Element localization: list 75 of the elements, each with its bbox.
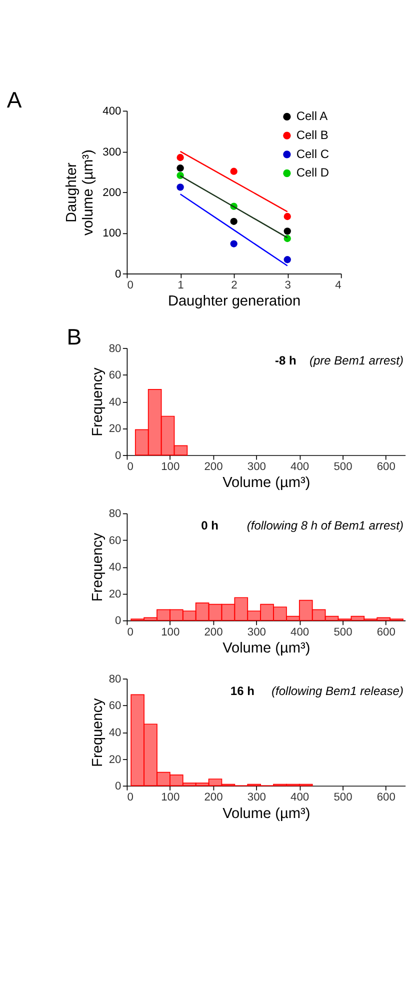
- y-tick-label: 40: [108, 396, 122, 408]
- x-tick-label: 500: [334, 461, 352, 474]
- x-tick-label: 0: [127, 279, 134, 292]
- point: [176, 164, 184, 172]
- x-tick-label: 1: [178, 279, 184, 292]
- y-axis-title: Frequency: [90, 366, 106, 436]
- chart-title: 0 h: [201, 518, 218, 533]
- x-tick-label: 500: [334, 792, 352, 804]
- x-tick-label: 0: [127, 626, 134, 638]
- point: [230, 218, 238, 225]
- x-tick-label: 400: [290, 792, 310, 804]
- y-tick-label: 80: [108, 508, 122, 520]
- y-tick-label: 40: [108, 727, 122, 740]
- y-axis-title: Daughter volume (µm³): [64, 150, 96, 236]
- point: [230, 168, 238, 175]
- chart-title: -8 h: [275, 353, 296, 368]
- x-axis-title: Daughter generation: [168, 294, 301, 310]
- y-tick-label: 60: [108, 370, 122, 382]
- point: [176, 184, 184, 191]
- y-tick-label: 80: [108, 342, 122, 355]
- x-tick-label: 0: [127, 792, 134, 804]
- y-tick-label: 300: [102, 146, 122, 158]
- legend-label: Cell B: [296, 128, 328, 142]
- y-tick-label: 60: [108, 534, 122, 547]
- y-tick-label: 0: [115, 450, 122, 462]
- x-tick-label: 600: [376, 461, 396, 474]
- point: [284, 212, 291, 220]
- x-tick-label: 400: [290, 461, 310, 474]
- chart-subtitle: (pre Bem1 arrest): [310, 353, 404, 368]
- x-axis-title: Volume (µm³): [222, 640, 310, 656]
- legend-label: Cell A: [296, 109, 328, 124]
- x-tick-label: 2: [231, 279, 238, 292]
- y-axis-title: Frequency: [90, 698, 106, 767]
- x-tick-label: 4: [335, 279, 342, 292]
- y-tick-label: 0: [115, 615, 122, 628]
- x-tick-label: 600: [376, 626, 396, 638]
- x-tick-label: 600: [376, 792, 396, 804]
- y-tick-label: 400: [102, 106, 122, 118]
- point: [230, 240, 238, 248]
- x-tick-label: 100: [161, 461, 180, 474]
- x-tick-label: 200: [204, 461, 223, 474]
- chart-subtitle: (following Bem1 release): [272, 684, 404, 698]
- x-tick-label: 300: [247, 461, 266, 474]
- x-tick-label: 200: [204, 792, 223, 804]
- chart-subtitle: (following 8 h of Bem1 arrest): [246, 518, 404, 533]
- legend-label: Cell D: [296, 166, 330, 180]
- x-tick-label: 400: [290, 626, 310, 638]
- y-tick-label: 20: [108, 423, 122, 436]
- y-tick-label: 40: [108, 562, 122, 574]
- y-tick-label: 200: [102, 186, 122, 199]
- x-tick-label: 500: [334, 626, 352, 638]
- y-tick-label: 0: [115, 780, 122, 793]
- point: [284, 256, 291, 264]
- y-tick-label: 20: [108, 754, 122, 766]
- legend-label: Cell C: [296, 146, 330, 161]
- point: [176, 154, 184, 162]
- x-axis-title: Volume (µm³): [222, 806, 310, 822]
- x-tick-label: 100: [161, 792, 180, 804]
- x-tick-label: 0: [127, 461, 134, 474]
- point: [284, 228, 291, 235]
- chart-title: 16 h: [230, 684, 254, 698]
- y-tick-label: 60: [108, 700, 122, 712]
- x-tick-label: 3: [284, 279, 291, 292]
- text: B: [66, 324, 82, 350]
- y-tick-label: 80: [108, 673, 122, 686]
- x-axis-title: Volume (µm³): [222, 475, 310, 492]
- y-axis-title: Frequency: [90, 532, 106, 602]
- text: A: [6, 87, 22, 112]
- y-tick-label: 100: [102, 228, 122, 240]
- y-tick-label: 20: [108, 588, 122, 600]
- x-tick-label: 300: [247, 792, 266, 804]
- x-tick-label: 300: [247, 626, 266, 638]
- x-tick-label: 100: [161, 626, 180, 638]
- y-tick-label: 0: [115, 268, 122, 280]
- x-tick-label: 200: [204, 626, 223, 638]
